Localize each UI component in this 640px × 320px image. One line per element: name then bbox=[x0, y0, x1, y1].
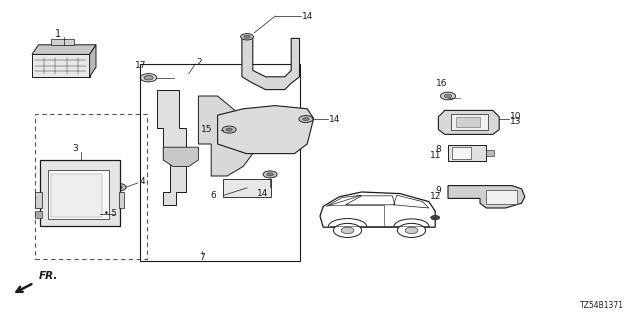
Circle shape bbox=[115, 185, 122, 189]
Bar bbox=[51, 39, 74, 45]
Circle shape bbox=[303, 117, 309, 121]
Bar bbox=[48, 170, 109, 219]
Bar bbox=[140, 64, 300, 261]
Circle shape bbox=[89, 211, 100, 217]
Bar bbox=[119, 192, 124, 208]
Text: 8: 8 bbox=[436, 145, 442, 154]
Circle shape bbox=[267, 173, 273, 176]
Circle shape bbox=[405, 227, 418, 234]
Circle shape bbox=[219, 132, 229, 137]
Text: TZ54B1371: TZ54B1371 bbox=[580, 301, 624, 310]
Polygon shape bbox=[448, 186, 525, 208]
Text: 9: 9 bbox=[436, 186, 442, 195]
Circle shape bbox=[111, 183, 126, 191]
Polygon shape bbox=[157, 90, 186, 205]
Circle shape bbox=[444, 94, 452, 98]
Text: 14: 14 bbox=[329, 115, 340, 124]
Text: 16: 16 bbox=[436, 79, 447, 88]
Circle shape bbox=[144, 76, 153, 80]
Text: 11: 11 bbox=[430, 151, 442, 160]
Bar bbox=[35, 192, 42, 208]
Circle shape bbox=[397, 223, 426, 237]
Bar bbox=[51, 174, 102, 217]
Circle shape bbox=[241, 34, 253, 40]
Polygon shape bbox=[198, 96, 253, 176]
Text: 13: 13 bbox=[510, 117, 522, 126]
Circle shape bbox=[341, 227, 354, 234]
Text: 6: 6 bbox=[211, 191, 216, 200]
Text: 4: 4 bbox=[140, 177, 145, 186]
Text: FR.: FR. bbox=[38, 271, 58, 281]
Bar bbox=[451, 114, 488, 130]
Circle shape bbox=[244, 35, 250, 38]
Text: 14: 14 bbox=[302, 12, 314, 20]
Polygon shape bbox=[242, 38, 300, 90]
Circle shape bbox=[226, 128, 232, 131]
Circle shape bbox=[222, 126, 236, 133]
Bar bbox=[35, 211, 42, 218]
Text: • 5: • 5 bbox=[104, 209, 117, 218]
Polygon shape bbox=[218, 106, 314, 154]
Text: 15: 15 bbox=[201, 125, 212, 134]
Text: 14: 14 bbox=[257, 189, 268, 198]
Bar bbox=[456, 117, 480, 127]
Circle shape bbox=[299, 116, 313, 123]
Text: 2: 2 bbox=[196, 58, 202, 67]
Bar bbox=[35, 114, 147, 259]
Polygon shape bbox=[90, 45, 96, 77]
Circle shape bbox=[440, 92, 456, 100]
Text: 3: 3 bbox=[73, 144, 78, 153]
Polygon shape bbox=[438, 110, 499, 134]
Circle shape bbox=[333, 223, 362, 237]
Circle shape bbox=[263, 171, 277, 178]
Text: 7: 7 bbox=[199, 253, 204, 262]
Circle shape bbox=[140, 74, 157, 82]
Text: 1: 1 bbox=[54, 28, 61, 39]
Bar bbox=[223, 179, 271, 197]
Polygon shape bbox=[163, 147, 198, 166]
Bar bbox=[40, 160, 120, 226]
Text: 12: 12 bbox=[430, 192, 442, 201]
Polygon shape bbox=[32, 45, 96, 54]
Bar bbox=[486, 190, 517, 204]
Bar bbox=[452, 147, 471, 159]
Circle shape bbox=[431, 215, 440, 220]
Text: 17: 17 bbox=[135, 61, 147, 70]
Text: 10: 10 bbox=[510, 112, 522, 121]
Bar bbox=[486, 150, 494, 156]
Polygon shape bbox=[32, 54, 90, 77]
Bar bbox=[448, 145, 486, 161]
